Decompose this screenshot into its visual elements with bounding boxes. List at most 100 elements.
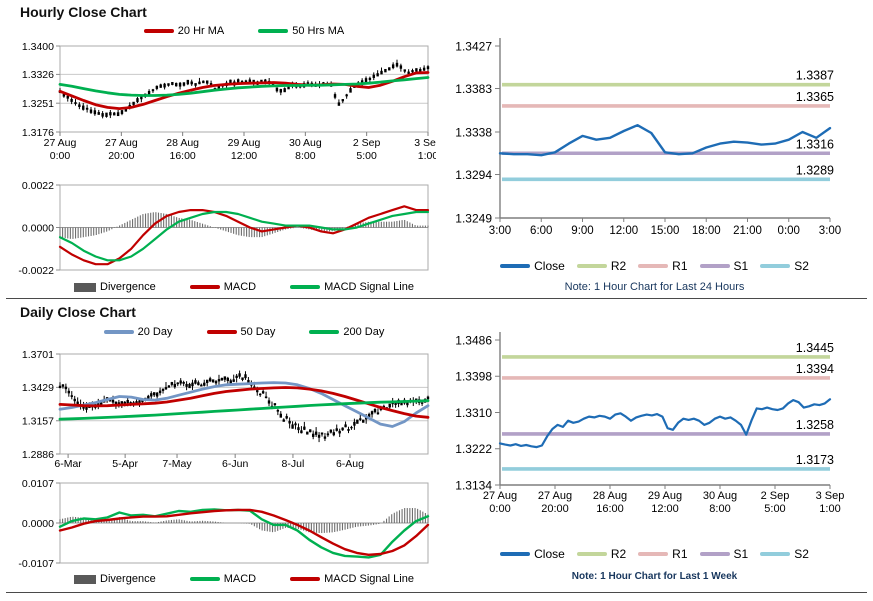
candle-body [376, 412, 380, 415]
y-tick-label: 0.0000 [22, 518, 54, 530]
x-tick-label: 27 Aug [483, 490, 517, 502]
y-tick-label: 1.3157 [22, 416, 54, 428]
legend-label: S2 [794, 547, 809, 561]
candle-body [200, 384, 203, 387]
candle-body [341, 99, 344, 102]
x-tick-label: 1:00 [418, 150, 436, 162]
y-tick-label: 1.2886 [22, 449, 54, 461]
legend-item-r1: R1 [638, 547, 688, 561]
candle-body [167, 83, 170, 86]
candle-body [406, 401, 409, 406]
candle-body [61, 384, 65, 387]
line-marker-icon [576, 552, 607, 556]
candle-body [141, 399, 144, 402]
candle-body [120, 401, 124, 404]
line-marker-icon [189, 577, 220, 581]
candle-body [217, 86, 221, 90]
candle-body [153, 392, 156, 396]
legend-label: Divergence [100, 281, 156, 293]
candle-body [323, 436, 327, 439]
candle-body [111, 399, 115, 403]
candle-body [208, 378, 212, 382]
legend-item-50-day: 50 Day [206, 326, 276, 338]
candle-body [350, 426, 353, 429]
candle-body [347, 429, 350, 431]
pivot-label-s1: 1.3316 [796, 137, 834, 151]
hourly-macd-chart: 0.0022 0.0000 -0.0022 [18, 180, 430, 276]
candle-body [384, 68, 387, 73]
candle-body [105, 112, 108, 117]
candle-body [129, 402, 132, 404]
legend-item-macd: MACD [189, 281, 256, 293]
candle-body [140, 96, 143, 100]
candle-body [275, 87, 279, 92]
pivot-label-r2: 1.3387 [796, 69, 834, 83]
line-marker-icon [143, 29, 174, 33]
candle-body [109, 112, 112, 116]
candle-body [248, 79, 252, 84]
line-marker-icon [290, 577, 321, 581]
candle-body [258, 393, 262, 396]
candle-body [422, 67, 426, 71]
candle-body [136, 98, 139, 103]
line-marker-icon [258, 29, 289, 33]
candle-body [170, 382, 174, 385]
candle-body [151, 89, 155, 92]
candle-body [236, 79, 240, 84]
candle-body [182, 382, 185, 384]
legend-label: MACD [223, 573, 257, 585]
candle-body [415, 68, 418, 72]
candle-body [206, 80, 209, 84]
candle-body [62, 93, 66, 97]
candle-body [326, 433, 330, 436]
x-tick-label: 8:00 [295, 150, 316, 162]
pivot-label-s2: 1.3173 [796, 453, 834, 467]
candle-body [190, 81, 193, 85]
x-tick-label: 18:00 [692, 225, 721, 237]
line-marker-icon [638, 264, 669, 268]
x-tick-label: 5:00 [764, 503, 785, 515]
x-tick-label: 6-Mar [54, 458, 82, 470]
legend-label: Close [534, 259, 565, 273]
macd-line [58, 205, 430, 266]
candle-body [178, 82, 182, 87]
line-marker-icon [189, 285, 220, 289]
candle-body [420, 402, 424, 404]
legend-item-macd-signal-line: MACD Signal Line [290, 573, 414, 585]
candle-body [163, 83, 166, 88]
x-tick-label: 5:00 [356, 150, 377, 162]
candle-body [314, 431, 318, 435]
y-tick-label: 1.3338 [455, 125, 492, 139]
candle-body [364, 78, 368, 84]
candle-body [341, 427, 344, 431]
candle-body [411, 70, 414, 73]
legend-item-s1: S1 [699, 259, 748, 273]
x-tick-label: 6:00 [530, 225, 552, 237]
hourly-macd-legend: Divergence MACD MACD Signal Line [60, 279, 428, 295]
divergence-swatch-icon [74, 574, 97, 584]
y-tick-label: 0.0107 [22, 478, 54, 490]
candle-body [89, 109, 93, 113]
macd-signal-line-line [58, 508, 430, 557]
x-tick-label: 29 Aug [648, 490, 682, 502]
candle-body [182, 82, 186, 86]
candle-body [188, 383, 191, 389]
candle-body [132, 101, 135, 105]
legend-item-close: Close [500, 547, 565, 561]
x-tick-label: 30 Aug [703, 490, 737, 502]
candle-body [283, 88, 286, 93]
candle-body [197, 382, 200, 386]
x-tick-label: 28 Aug [166, 137, 199, 149]
candle-body [194, 83, 197, 86]
candle-body [288, 420, 291, 424]
line-marker-icon [309, 330, 340, 334]
candle-body [273, 403, 277, 406]
candle-body [426, 66, 430, 70]
legend-label: 50 Day [240, 326, 276, 338]
y-tick-label: 1.3429 [22, 382, 54, 394]
legend-label: MACD Signal Line [324, 573, 414, 585]
candle-body [235, 375, 238, 378]
